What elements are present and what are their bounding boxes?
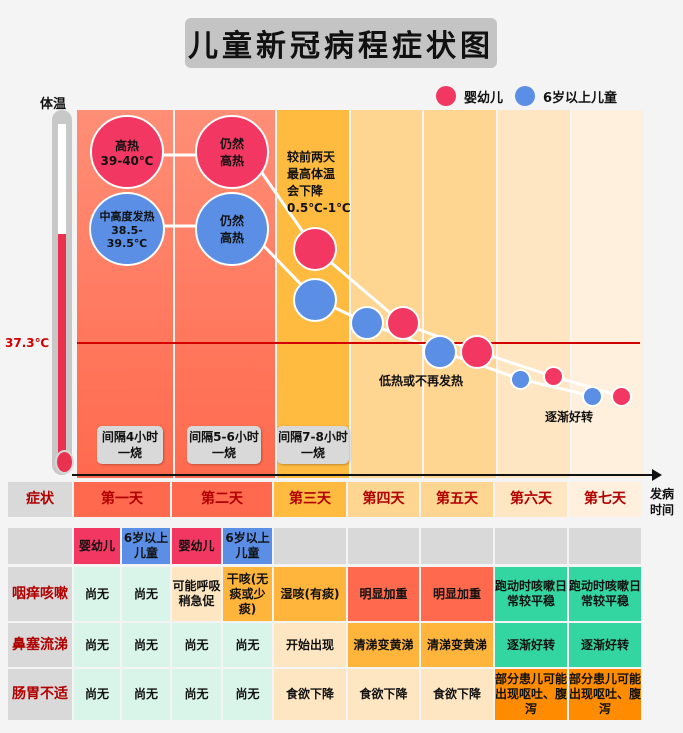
table-cell: 尚无 xyxy=(73,566,121,622)
bubble-day1-infant: 高热 39-40℃ xyxy=(90,115,164,189)
x-axis-label: 发病时间 xyxy=(650,487,675,517)
table-cell: 尚无 xyxy=(73,622,121,668)
arrow-right-icon xyxy=(652,469,662,481)
legend-infant: 婴幼儿 xyxy=(436,86,503,106)
day-column-5 xyxy=(424,110,496,478)
interval-day3: 间隔7-8小时 一烧 xyxy=(277,426,349,464)
row-label-cough: 咽痒咳嗽 xyxy=(7,566,73,622)
table-cell: 可能呼吸稍急促 xyxy=(171,566,222,622)
table-cell: 食欲下降 xyxy=(347,668,420,721)
header-day5: 第五天 xyxy=(420,481,494,518)
table-cell: 尚无 xyxy=(121,566,171,622)
day3-annotation: 较前两天 最高体温 会下降 0.5℃-1℃ xyxy=(287,150,351,215)
table-header-row: 症状 第一天 第二天 第三天 第四天 第五天 第六天 第七天 xyxy=(7,481,642,518)
dot-day5-child xyxy=(423,335,457,369)
interval-day1: 间隔4小时 一烧 xyxy=(97,426,163,464)
dot-day3-infant xyxy=(293,227,337,271)
table-cell: 尚无 xyxy=(121,622,171,668)
table-cell: 湿咳(有痰) xyxy=(273,566,347,622)
table-cell: 尚无 xyxy=(171,668,222,721)
table-cell: 开始出现 xyxy=(273,622,347,668)
table-cell: 尚无 xyxy=(73,668,121,721)
dot-day6-child xyxy=(510,369,531,390)
table-cell: 干咳(无痰或少痰) xyxy=(222,566,273,622)
header-day1: 第一天 xyxy=(73,481,171,518)
header-day7: 第七天 xyxy=(568,481,642,518)
table-cell: 部分患儿可能出现呕吐、腹泻 xyxy=(568,668,642,721)
day-column-4 xyxy=(351,110,422,478)
dot-day4-child xyxy=(350,306,384,340)
group-empty xyxy=(347,527,420,565)
table-cell: 跑动时咳嗽日常较平稳 xyxy=(568,566,642,622)
group-empty xyxy=(273,527,347,565)
table-cell: 部分患儿可能出现呕吐、腹泻 xyxy=(494,668,568,721)
group-child-day2: 6岁以上儿童 xyxy=(222,527,273,565)
corner-label: 症状 xyxy=(7,481,73,518)
group-infant-day1: 婴幼儿 xyxy=(73,527,121,565)
header-day4: 第四天 xyxy=(347,481,420,518)
row-label-gi: 肠胃不适 xyxy=(7,668,73,721)
row-label-nasal: 鼻塞流涕 xyxy=(7,622,73,668)
table-row: 咽痒咳嗽 尚无 尚无 可能呼吸稍急促 干咳(无痰或少痰) 湿咳(有痰) 明显加重… xyxy=(7,566,642,622)
low-fever-annotation: 低热或不再发热 xyxy=(379,374,464,388)
day-column-7 xyxy=(572,110,644,478)
blue-dot-icon xyxy=(515,86,535,106)
day-column-6 xyxy=(498,110,570,478)
dot-day3-child xyxy=(293,278,337,322)
bubble-day2-infant: 仍然 高热 xyxy=(195,115,269,189)
dot-day6-infant xyxy=(543,366,564,387)
table-row: 鼻塞流涕 尚无 尚无 尚无 尚无 开始出现 清涕变黄涕 清涕变黄涕 逐渐好转 逐… xyxy=(7,622,642,668)
bubble-day2-child: 仍然 高热 xyxy=(195,192,269,266)
table-cell: 逐渐好转 xyxy=(494,622,568,668)
dot-day7-child xyxy=(582,386,603,407)
header-day6: 第六天 xyxy=(494,481,568,518)
group-empty xyxy=(494,527,568,565)
header-day2: 第二天 xyxy=(171,481,273,518)
group-empty xyxy=(568,527,642,565)
table-cell: 明显加重 xyxy=(420,566,494,622)
group-corner xyxy=(7,527,73,565)
group-infant-day2: 婴幼儿 xyxy=(171,527,222,565)
table-cell: 尚无 xyxy=(171,622,222,668)
dot-day7-infant xyxy=(611,386,632,407)
table-row: 肠胃不适 尚无 尚无 尚无 尚无 食欲下降 食欲下降 食欲下降 部分患儿可能出现… xyxy=(7,668,642,721)
group-child-day1: 6岁以上儿童 xyxy=(121,527,171,565)
improving-annotation: 逐渐好转 xyxy=(545,410,594,424)
threshold-line xyxy=(77,342,640,344)
thermometer-bulb xyxy=(55,450,74,474)
table-cell: 明显加重 xyxy=(347,566,420,622)
pink-dot-icon xyxy=(436,86,456,106)
bubble-day1-child: 中高度发热 38.5-39.5℃ xyxy=(89,192,165,266)
table-cell: 食欲下降 xyxy=(273,668,347,721)
legend-child: 6岁以上儿童 xyxy=(515,86,617,106)
table-cell: 尚无 xyxy=(222,668,273,721)
group-row: 婴幼儿 6岁以上儿童 婴幼儿 6岁以上儿童 xyxy=(7,527,642,565)
thermometer-mercury xyxy=(58,234,66,456)
header-day3: 第三天 xyxy=(273,481,347,518)
legend-label: 6岁以上儿童 xyxy=(543,90,618,106)
table-cell: 尚无 xyxy=(222,622,273,668)
table-cell: 逐渐好转 xyxy=(568,622,642,668)
table-cell: 清涕变黄涕 xyxy=(347,622,420,668)
x-axis xyxy=(72,474,654,476)
table-cell: 尚无 xyxy=(121,668,171,721)
threshold-label: 37.3℃ xyxy=(5,336,50,350)
table-cell: 清涕变黄涕 xyxy=(420,622,494,668)
page-title: 儿童新冠病程症状图 xyxy=(185,18,497,68)
y-axis-label: 体温 xyxy=(40,97,67,112)
group-empty xyxy=(420,527,494,565)
table-cell: 食欲下降 xyxy=(420,668,494,721)
legend-label: 婴幼儿 xyxy=(464,90,504,106)
table-cell: 跑动时咳嗽日常较平稳 xyxy=(494,566,568,622)
dot-day5-infant xyxy=(460,335,494,369)
interval-day2: 间隔5-6小时 一烧 xyxy=(187,426,261,464)
dot-day4-infant xyxy=(386,306,420,340)
